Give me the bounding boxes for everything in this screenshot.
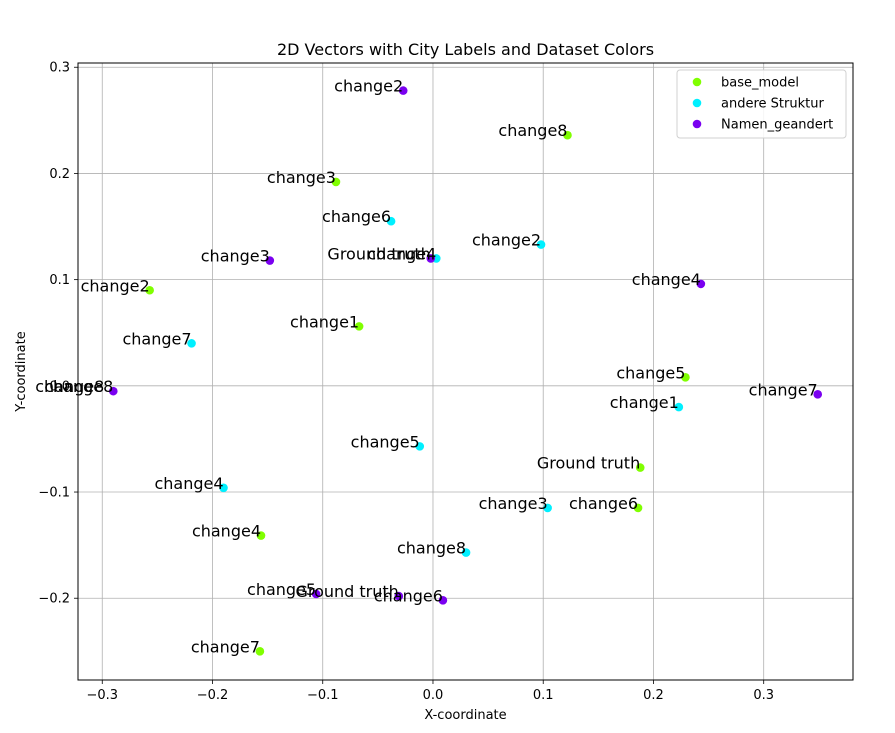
x-tick-label: −0.3 (86, 688, 118, 703)
data-point (265, 256, 275, 265)
point-label: change4 (192, 522, 261, 541)
y-tick-label: 0.0 (49, 379, 70, 394)
data-point (681, 373, 690, 382)
data-point (145, 285, 154, 295)
point-label: change5 (351, 432, 420, 451)
data-point (426, 254, 436, 263)
legend-label: andere Struktur (721, 97, 824, 112)
x-tick-label: 0.1 (533, 688, 554, 703)
x-tick-label: 0.0 (423, 688, 444, 703)
point-labels: change3change8change2change1change5Groun… (35, 77, 818, 657)
x-axis-title: X-coordinate (424, 708, 506, 723)
point-label: change6 (374, 586, 443, 605)
data-point (461, 548, 471, 557)
plot-frame (77, 62, 854, 681)
data-point (256, 531, 266, 540)
data-point (438, 596, 448, 605)
point-label: change6 (569, 494, 638, 513)
data-point (563, 130, 572, 140)
data-point (394, 591, 404, 601)
point-label: change7 (749, 380, 818, 399)
point-label: Ground truth (327, 244, 430, 263)
point-label: change7 (191, 637, 260, 656)
legend-marker (692, 77, 702, 87)
x-tick-label: −0.2 (197, 688, 229, 703)
data-points (108, 86, 823, 656)
data-point (187, 339, 196, 348)
data-point (219, 483, 228, 493)
data-point (354, 322, 364, 331)
point-label: change2 (81, 276, 150, 295)
point-label: change4 (632, 270, 701, 289)
y-tick-label: −0.1 (38, 486, 70, 501)
point-label: change8 (397, 539, 466, 558)
point-label: change6 (322, 207, 391, 226)
point-label: Ground truth (537, 454, 640, 473)
point-label: change3 (201, 247, 270, 266)
point-label: change2 (334, 77, 403, 96)
data-point (543, 503, 552, 513)
data-point (696, 279, 706, 289)
point-label: change1 (610, 393, 679, 412)
legend-marker (692, 119, 702, 129)
point-label: change4 (367, 244, 436, 263)
point-label: change8 (35, 377, 104, 396)
point-label: change8 (498, 121, 567, 140)
y-axis-title: Y-coordinate (14, 331, 29, 412)
point-label: change5 (616, 363, 685, 382)
legend-box (676, 69, 847, 139)
point-label: change3 (267, 168, 336, 187)
legend-marker (692, 98, 702, 108)
point-label: change4 (154, 474, 223, 493)
data-point (536, 240, 546, 249)
point-label: change5 (247, 580, 316, 599)
grid (78, 63, 853, 680)
point-label: change3 (479, 494, 548, 513)
data-point (398, 86, 408, 95)
y-axis-ticks: −0.2 −0.1 0.0 0.1 0.2 0.3 (38, 61, 78, 607)
point-label: change8 (44, 377, 113, 396)
data-point (635, 463, 645, 472)
x-tick-label: −0.1 (307, 688, 339, 703)
y-tick-label: 0.3 (49, 61, 70, 76)
data-point (674, 402, 684, 412)
legend-label: base_model (721, 76, 799, 91)
point-label: change2 (472, 231, 541, 250)
point-label: change7 (122, 329, 191, 348)
data-point (108, 386, 118, 396)
x-tick-label: 0.2 (643, 688, 664, 703)
x-axis-ticks: −0.3 −0.2 −0.1 0.0 0.1 0.2 0.3 (86, 680, 774, 703)
data-point (415, 442, 425, 451)
data-point (331, 177, 341, 187)
data-point (386, 216, 396, 226)
data-point (813, 390, 823, 399)
point-label: change1 (290, 312, 359, 331)
data-point (311, 589, 321, 599)
y-tick-label: 0.2 (49, 167, 70, 182)
x-tick-label: 0.3 (753, 688, 774, 703)
point-label: Ground truth (295, 582, 398, 601)
chart-title: 2D Vectors with City Labels and Dataset … (277, 40, 654, 59)
y-tick-label: 0.1 (49, 273, 70, 288)
y-tick-label: −0.2 (38, 592, 70, 607)
data-point (255, 647, 265, 656)
legend-label: Namen_geandert (721, 118, 833, 133)
data-point (633, 503, 643, 513)
